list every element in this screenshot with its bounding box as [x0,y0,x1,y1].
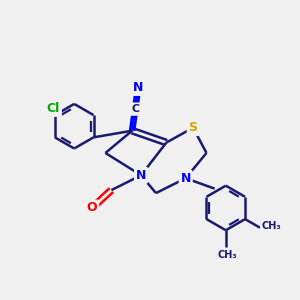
Text: N: N [133,81,143,94]
Text: CH₃: CH₃ [262,221,281,231]
Text: S: S [189,121,198,134]
Text: CH₃: CH₃ [218,250,237,260]
Text: C: C [131,104,139,114]
Text: N: N [136,169,146,182]
Text: O: O [87,202,98,214]
Text: N: N [181,172,191,185]
Text: Cl: Cl [47,102,60,115]
